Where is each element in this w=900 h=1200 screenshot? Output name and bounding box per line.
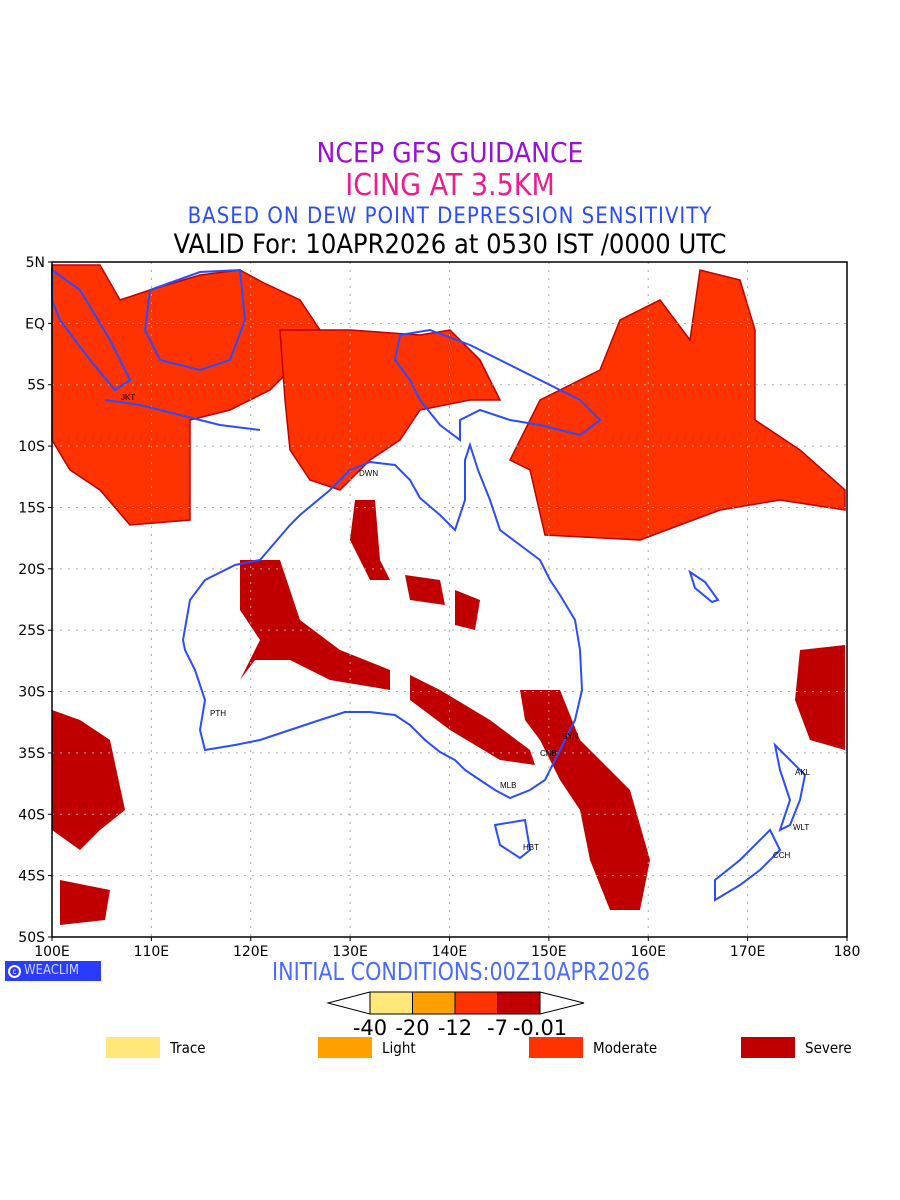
coastline-south-island-nz: [714, 828, 782, 902]
legend-swatch: [529, 1037, 583, 1058]
colorbar-box: [497, 991, 541, 1015]
coastline-north-island-nz: [773, 741, 807, 832]
legend-item-light: Light: [318, 1037, 416, 1058]
lon-tick-label: 110E: [134, 944, 170, 960]
legend-swatch: [318, 1037, 372, 1058]
severe-area: [60, 880, 110, 925]
coastline-new-guinea: [393, 328, 602, 442]
lon-tick-label: 160E: [630, 944, 666, 960]
lon-tick-label: 180: [834, 944, 861, 960]
colorbar-level-label: -12: [438, 1016, 472, 1040]
colorbar-high-arrow: [539, 991, 585, 1015]
severe-area: [520, 690, 650, 910]
lat-tick-label: 40S: [18, 807, 45, 823]
legend-label: Trace: [170, 1038, 206, 1057]
lat-tick-label: 35S: [18, 746, 45, 762]
legend-label: Moderate: [593, 1038, 658, 1057]
city-label-cnb: CNB: [540, 749, 557, 758]
coastline-java: [104, 399, 261, 431]
lat-tick-label: 5N: [26, 255, 45, 271]
colorbar-low-arrow: [326, 991, 371, 1015]
coastline-borneo: [143, 268, 247, 372]
city-label-pth: PTH: [210, 709, 226, 718]
coastline-sumatra: [51, 268, 132, 392]
legend-item-moderate: Moderate: [529, 1037, 657, 1058]
legend-swatch: [106, 1037, 160, 1058]
city-label-akl: AKL: [795, 768, 811, 777]
severe-area: [795, 645, 845, 750]
severe-area: [455, 590, 480, 630]
moderate-area-indonesia-west: [51, 264, 321, 526]
lon-tick-label: 120E: [233, 944, 269, 960]
city-labels: JKT DWN PTH SYN CNB MLB HBT AKL WLT CCH: [121, 393, 811, 860]
legend-item-trace: Trace: [106, 1037, 206, 1058]
lat-tick-label: 15S: [18, 500, 45, 516]
moderate-area-pacific: [508, 269, 846, 541]
city-label-wlt: WLT: [793, 823, 809, 832]
legend-swatch: [741, 1037, 795, 1058]
title-product: ICING AT 3.5KM: [345, 168, 555, 203]
initial-conditions: INITIAL CONDITIONS:00Z10APR2026: [272, 957, 650, 986]
lon-tick-label: 100E: [34, 944, 70, 960]
lat-tick-label: 30S: [18, 685, 45, 701]
legend-item-severe: Severe: [741, 1037, 852, 1058]
lon-tick-label: 170E: [730, 944, 766, 960]
lat-tick-label: EQ: [25, 316, 45, 332]
city-label-cch: CCH: [773, 851, 791, 860]
title-method: BASED ON DEW POINT DEPRESSION SENSITIVIT…: [187, 204, 713, 229]
coastline-australia: [181, 441, 584, 800]
severe-area: [350, 500, 390, 580]
lon-tick-label: 150E: [531, 944, 567, 960]
lon-tick-label: 130E: [332, 944, 368, 960]
legend-label: Light: [382, 1038, 416, 1057]
logo-text: WEACLIM: [24, 963, 79, 978]
colorbar-level-label: -7: [487, 1016, 508, 1040]
lat-tick-label: 20S: [18, 562, 45, 578]
colorbar-box: [369, 991, 413, 1015]
severe-area: [240, 560, 390, 690]
city-label-syn: SYN: [562, 732, 579, 741]
severe-area: [405, 575, 445, 605]
lat-tick-label: 10S: [18, 439, 45, 455]
moderate-icing-areas: [51, 264, 846, 541]
title-model: NCEP GFS GUIDANCE: [316, 136, 584, 169]
title-valid-time: VALID For: 10APR2026 at 0530 IST /0000 U…: [173, 229, 727, 260]
legend-label: Severe: [805, 1038, 852, 1057]
severe-area: [410, 675, 535, 765]
city-label-mlb: MLB: [500, 781, 516, 790]
moderate-area-maritime: [279, 329, 502, 491]
colorbar-box: [454, 991, 498, 1015]
city-label-jkt: JKT: [121, 393, 135, 402]
lat-tick-label: 50S: [18, 930, 45, 946]
severe-icing-areas: [52, 500, 845, 925]
copyright-icon: c: [8, 964, 21, 978]
lon-tick-label: 140E: [432, 944, 468, 960]
coastline-new-caledonia: [688, 569, 720, 604]
lat-tick-label: 25S: [18, 623, 45, 639]
city-label-dwn: DWN: [359, 469, 378, 478]
graticule: [52, 262, 847, 937]
city-label-hbt: HBT: [523, 843, 539, 852]
lat-tick-label: 45S: [18, 869, 45, 885]
lat-tick-label: 5S: [27, 378, 45, 394]
coastline-tasmania: [493, 818, 532, 860]
severe-area: [52, 710, 125, 850]
colorbar-box: [412, 991, 456, 1015]
weaclim-logo: c WEACLIM: [5, 961, 101, 981]
coastlines: [51, 268, 807, 902]
